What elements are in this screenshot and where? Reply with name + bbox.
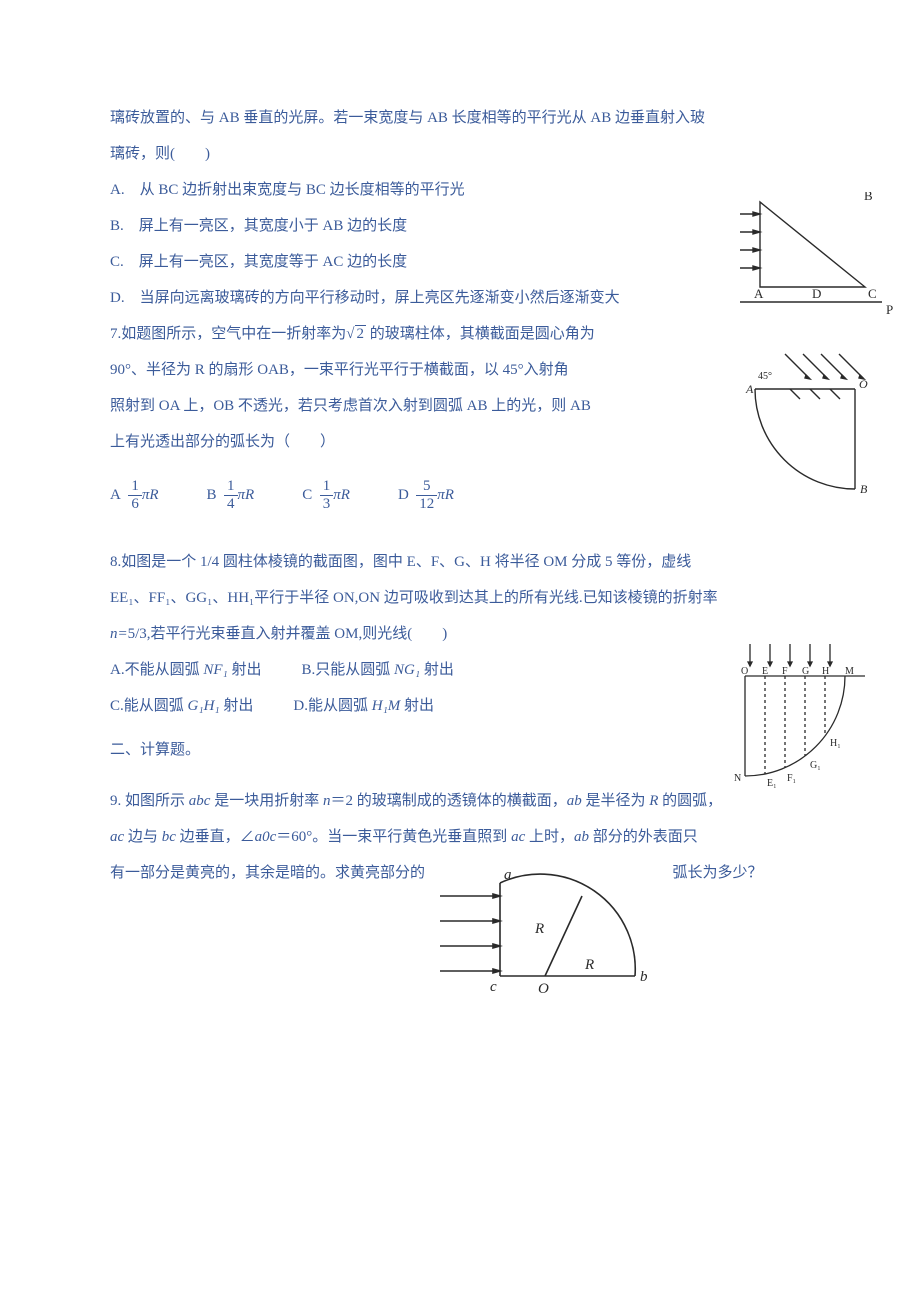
svg-text:A: A bbox=[745, 382, 754, 396]
svg-text:P: P bbox=[886, 302, 893, 317]
q6-choice-c: C. 屏上有一亮区，其宽度等于 AC 边的长度 bbox=[110, 244, 810, 280]
q7-line-1: 7.如题图所示，空气中在一折射率为2 的玻璃柱体，其横截面是圆心角为 bbox=[110, 316, 810, 352]
svg-text:C: C bbox=[868, 286, 877, 301]
q7-figure: A O B 45° bbox=[740, 344, 885, 494]
q7-options: A 16πR B 14πR C 13πR D 512πR bbox=[110, 478, 810, 514]
q9-line-2: ac 边与 bc 边垂直，∠a0c＝60°。当一束平行黄色光垂直照到 ac 上时… bbox=[110, 819, 810, 855]
svg-text:a: a bbox=[504, 867, 512, 883]
q6-intro-2: 璃砖，则( ) bbox=[110, 136, 810, 172]
svg-text:E: E bbox=[762, 666, 768, 677]
svg-text:A: A bbox=[754, 286, 764, 301]
svg-text:F: F bbox=[782, 666, 788, 677]
q6-intro-1: 璃砖放置的、与 AB 垂直的光屏。若一束宽度与 AB 长度相等的平行光从 AB … bbox=[110, 100, 810, 136]
svg-text:O: O bbox=[741, 666, 748, 677]
q9-line-1: 9. 如图所示 abc 是一块用折射率 n＝2 的玻璃制成的透镜体的横截面，ab… bbox=[110, 783, 810, 819]
q6-choice-a: A. 从 BC 边折射出束宽度与 BC 边长度相等的平行光 bbox=[110, 172, 810, 208]
svg-text:45°: 45° bbox=[758, 371, 772, 382]
svg-text:H₁: H₁ bbox=[830, 738, 841, 749]
q9-figure: a b c O R R bbox=[430, 861, 660, 1001]
q7-line-3: 照射到 OA 上，OB 不透光，若只考虑首次入射到圆弧 AB 上的光，则 AB bbox=[110, 388, 810, 424]
svg-text:R: R bbox=[534, 921, 544, 937]
svg-text:O: O bbox=[538, 981, 549, 997]
q7-line-2: 90°、半径为 R 的扇形 OAB，一束平行光平行于横截面，以 45°入射角 bbox=[110, 352, 810, 388]
q7-line-4: 上有光透出部分的弧长为（ ） bbox=[110, 424, 810, 460]
svg-text:R: R bbox=[584, 957, 594, 973]
svg-text:G: G bbox=[802, 666, 809, 677]
svg-text:B: B bbox=[860, 482, 868, 494]
q8-line-2: EE₁、FF₁、GG₁、HH₁平行于半径 ON,ON 边可吸收到达其上的所有光线… bbox=[110, 580, 810, 616]
q6-figure: A B C D P bbox=[740, 192, 900, 332]
svg-text:H: H bbox=[822, 666, 829, 677]
svg-text:c: c bbox=[490, 979, 497, 995]
q8-line-1: 8.如图是一个 1/4 圆柱体棱镜的截面图，图中 E、F、G、H 将半径 OM … bbox=[110, 544, 810, 580]
svg-text:M: M bbox=[845, 666, 854, 677]
svg-text:G₁: G₁ bbox=[810, 760, 821, 771]
q8-options-row-2: C.能从圆弧 G₁H₁ 射出 D.能从圆弧 H₁M 射出 bbox=[110, 688, 810, 724]
svg-text:B: B bbox=[864, 192, 873, 203]
q6-choice-b: B. 屏上有一亮区，其宽度小于 AB 边的长度 bbox=[110, 208, 810, 244]
section-2-title: 二、计算题。 bbox=[110, 732, 810, 768]
q8-line-3: n=5/3,若平行光束垂直入射并覆盖 OM,则光线( ) bbox=[110, 616, 810, 652]
svg-text:O: O bbox=[859, 377, 868, 391]
q8-options-row-1: A.不能从圆弧 NF₁ 射出 B.只能从圆弧 NG₁ 射出 bbox=[110, 652, 810, 688]
svg-text:b: b bbox=[640, 969, 648, 985]
q8-figure: O E F G H M N E₁ F₁ G₁ H₁ bbox=[730, 636, 895, 791]
svg-text:D: D bbox=[812, 286, 821, 301]
q6-choice-d: D. 当屏向远离玻璃砖的方向平行移动时，屏上亮区先逐渐变小然后逐渐变大 bbox=[110, 280, 810, 316]
